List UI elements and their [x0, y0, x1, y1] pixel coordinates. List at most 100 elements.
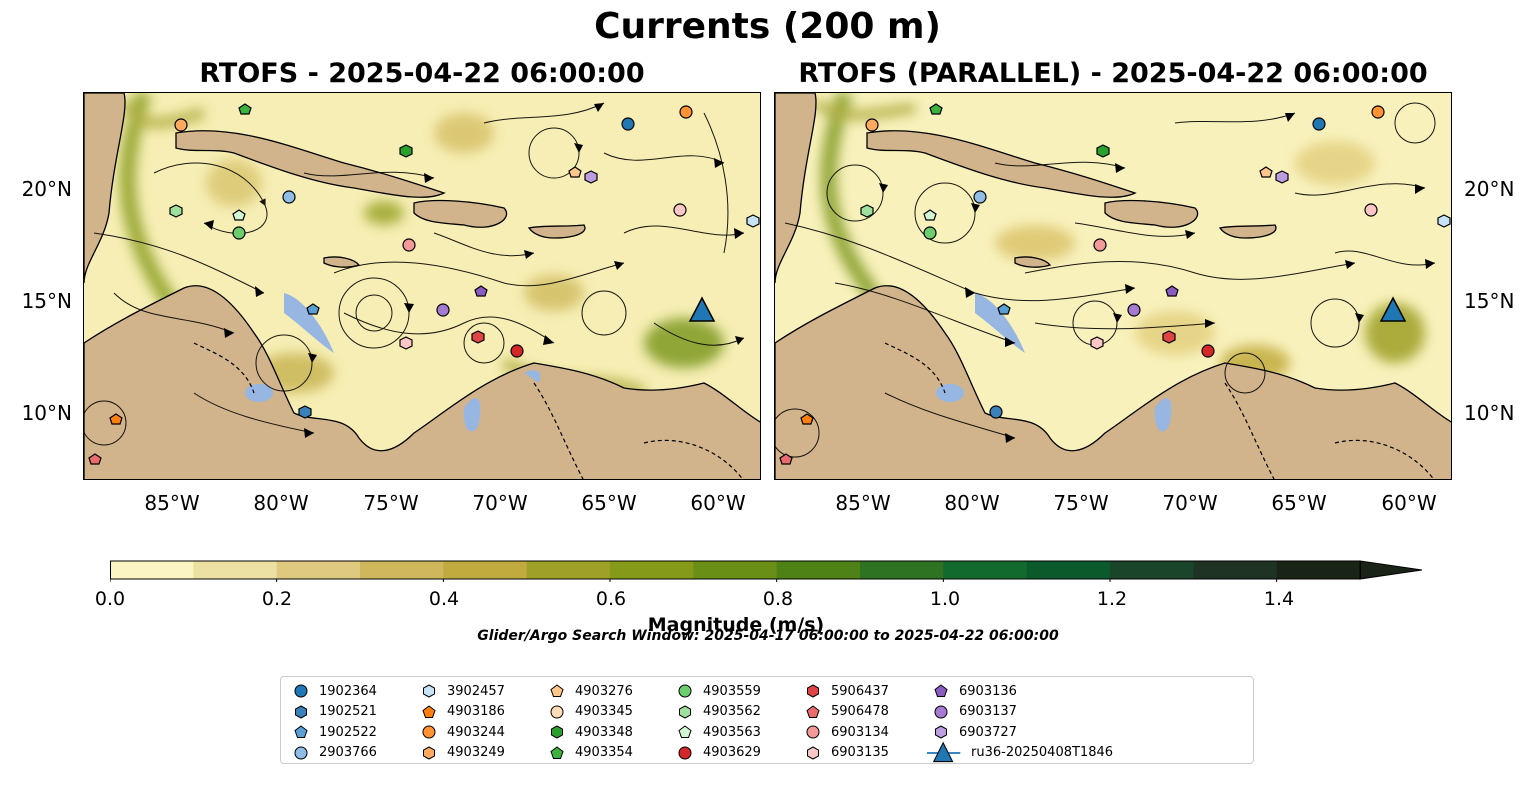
marker-6903134[interactable]	[673, 203, 687, 217]
legend-item-label: 6903137	[959, 704, 1017, 719]
ytick-label: 15°N	[1464, 289, 1515, 313]
markers-layer-rtofs-parallel	[779, 103, 1451, 465]
legend-item: 3902457	[421, 681, 505, 701]
map-panel-rtofs-parallel[interactable]	[774, 92, 1452, 480]
legend-marker-hexagon-icon	[679, 704, 691, 719]
marker-6903136[interactable]	[474, 285, 488, 297]
marker-5906437[interactable]	[471, 330, 485, 344]
legend-item-label: 4903562	[703, 704, 761, 719]
colorbar-segment	[943, 561, 1028, 579]
legend-marker-pentagon-icon	[294, 725, 308, 738]
legend-item: 4903276	[549, 681, 633, 701]
colorbar-segment	[276, 561, 361, 579]
legend-item-label: 1902521	[319, 704, 377, 719]
colorbar-segment	[193, 561, 278, 579]
legend-item-label: 4903348	[575, 724, 633, 740]
map-canvas-rtofs	[84, 93, 760, 479]
legend-item-label: 5906437	[831, 683, 889, 699]
legend-marker-hexagon-icon	[423, 745, 435, 760]
ytick-label: 10°N	[1464, 401, 1515, 425]
colorbar-tick: 1.0	[929, 588, 961, 610]
marker-4903348[interactable]	[399, 144, 413, 158]
legend-marker-circle-icon	[550, 705, 564, 718]
marker-6903727[interactable]	[584, 170, 598, 184]
marker-5906478[interactable]	[88, 453, 102, 465]
map-panel-rtofs[interactable]	[83, 92, 761, 480]
marker-4903354[interactable]	[238, 103, 252, 115]
marker-3902457[interactable]	[746, 214, 760, 228]
marker-2903766[interactable]	[282, 190, 296, 204]
legend-marker-hexagon-icon	[807, 684, 819, 698]
legend-item-label: 4903559	[703, 683, 761, 699]
legend-item-label: 4903354	[575, 745, 633, 760]
marker-6903135[interactable]	[399, 336, 413, 350]
xtick-label: 75°W	[1053, 491, 1109, 515]
legend-item: 4903186	[421, 702, 505, 722]
marker-4903276[interactable]	[568, 166, 582, 178]
colorbar-tick: 1.4	[1263, 588, 1295, 610]
legend-item-label: 6903134	[831, 724, 889, 740]
marker-1902521[interactable]	[298, 405, 312, 419]
marker-1902522[interactable]	[306, 303, 320, 315]
marker-ru36-glider[interactable]	[688, 296, 716, 322]
xtick-label: 85°W	[144, 491, 200, 515]
colorbar-segment	[1193, 561, 1278, 579]
legend-item: 6903137	[933, 702, 1017, 722]
legend-item-label: 4903244	[447, 724, 505, 740]
legend-item-label: 4903186	[447, 704, 505, 719]
legend-marker-hexagon-icon	[807, 745, 819, 760]
xtick-label: 60°W	[690, 491, 746, 515]
marker-6903137[interactable]	[436, 303, 450, 317]
legend: 1902364 1902521 1902522 2903766 3902457 49031…	[280, 676, 1254, 764]
legend-marker-hexagon-icon	[295, 704, 307, 719]
legend-item-label: 4903563	[703, 724, 761, 740]
marker-6903134b[interactable]	[402, 238, 416, 252]
legend-item: 1902521	[293, 702, 377, 722]
legend-item-label: 5906478	[831, 704, 889, 719]
colorbar-outline	[110, 560, 1361, 580]
colorbar-segment	[610, 561, 694, 579]
figure-suptitle: Currents (200 m)	[594, 6, 941, 47]
colorbar-label: Magnitude (m/s)	[647, 614, 825, 636]
marker-1902364[interactable]	[621, 117, 635, 131]
legend-marker-circle-icon	[422, 725, 436, 739]
marker-4903629[interactable]	[510, 344, 524, 358]
legend-item: 4903348	[549, 722, 633, 742]
markers-layer-rtofs	[88, 103, 760, 465]
legend-item: ru36-20250408T1846	[927, 741, 1113, 763]
legend-item: 6903136	[933, 681, 1017, 701]
ytick-label: 10°N	[21, 401, 72, 425]
marker-4903249[interactable]	[174, 118, 188, 132]
xtick-label: 65°W	[1271, 491, 1327, 515]
colorbar-segment	[360, 561, 444, 579]
colorbar-segment	[776, 561, 861, 579]
legend-item-label: 1902522	[319, 724, 377, 740]
legend-item: 4903354	[549, 743, 633, 763]
legend-item: 4903563	[677, 722, 761, 742]
panel-title-rtofs: RTOFS - 2025-04-22 06:00:00	[199, 58, 645, 89]
legend-marker-pentagon-icon	[806, 704, 820, 718]
ytick-label: 20°N	[1464, 177, 1515, 201]
legend-item-label: 6903135	[831, 745, 889, 760]
xtick-label: 70°W	[472, 491, 528, 515]
search-window-text: Glider/Argo Search Window: 2025-04-17 06…	[477, 628, 1059, 644]
legend-marker-circle-icon	[294, 746, 308, 759]
panel-title-rtofs-parallel: RTOFS (PARALLEL) - 2025-04-22 06:00:00	[798, 58, 1428, 89]
legend-item-label: 3902457	[447, 683, 505, 699]
marker-4903244[interactable]	[679, 105, 693, 119]
marker-4903559[interactable]	[232, 226, 246, 240]
colorbar-segment	[526, 561, 611, 579]
legend-marker-triangle-icon	[927, 741, 961, 762]
xtick-label: 65°W	[581, 491, 637, 515]
marker-4903186[interactable]	[109, 413, 123, 425]
marker-4903563[interactable]	[232, 209, 246, 221]
colorbar-segment	[1110, 561, 1194, 579]
legend-item: 1902522	[293, 722, 377, 742]
legend-marker-circle-icon	[678, 746, 692, 759]
marker-4903562[interactable]	[169, 204, 183, 218]
colorbar-tick: 0.4	[428, 588, 460, 610]
legend-item-label: 2903766	[319, 745, 377, 760]
legend-item-label: 4903249	[447, 745, 505, 760]
ytick-label: 15°N	[21, 289, 72, 313]
colorbar	[110, 560, 1423, 582]
